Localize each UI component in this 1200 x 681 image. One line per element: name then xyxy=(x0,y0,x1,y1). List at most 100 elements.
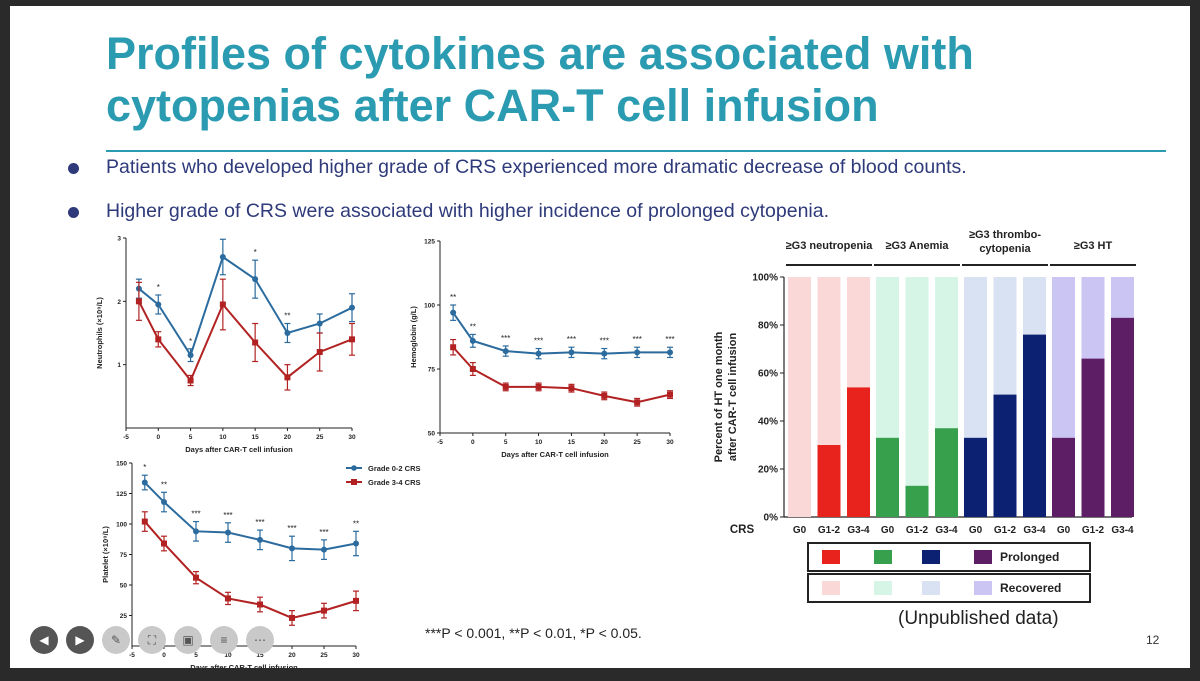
bullet-dot-icon xyxy=(68,163,79,174)
category-label: G0 xyxy=(793,525,807,536)
more-icon[interactable]: ⋯ xyxy=(246,626,274,654)
x-tick-label: -5 xyxy=(129,652,135,659)
title-line-1: Profiles of cytokines are associated wit… xyxy=(106,28,974,79)
significance-label: *** xyxy=(567,335,576,344)
legend-marker xyxy=(351,479,357,485)
slide-title: Profiles of cytokines are associated wit… xyxy=(106,28,974,132)
data-point xyxy=(284,374,291,381)
legend-swatch xyxy=(874,581,892,595)
legend-swatch xyxy=(822,550,840,564)
x-axis-label: Days after CAR-T cell infusion xyxy=(501,450,609,459)
significance-label: *** xyxy=(255,518,264,527)
bar-recovered xyxy=(876,277,899,438)
arrow-right-icon[interactable]: ▶ xyxy=(66,626,94,654)
ht-stacked-bar-chart: 0% 20% 40% 60% 80% 100% Percent of HT one mont… xyxy=(713,229,1136,603)
legend-swatch xyxy=(974,581,992,595)
bar-recovered xyxy=(905,277,929,486)
significance-label: ** xyxy=(450,293,456,302)
legend-label: Prolonged xyxy=(1000,550,1059,564)
significance-label: *** xyxy=(223,511,232,520)
significance-label: *** xyxy=(319,528,328,537)
legend-swatch xyxy=(922,550,940,564)
bar-recovered xyxy=(1111,277,1134,318)
data-point xyxy=(219,254,226,260)
y-tick-label: 125 xyxy=(116,491,127,498)
data-point xyxy=(353,540,359,547)
x-tick-label: 5 xyxy=(189,434,193,441)
y-tick-label: 75 xyxy=(428,367,436,374)
bar-prolonged xyxy=(935,428,958,517)
group-title: ≥G3 neutropenia xyxy=(786,240,874,252)
bar-recovered xyxy=(964,277,987,438)
x-tick-label: 15 xyxy=(568,439,576,446)
data-point xyxy=(316,349,323,355)
bar-recovered xyxy=(1081,277,1105,359)
arrow-left-icon[interactable]: ◀ xyxy=(30,626,58,654)
y-tick-label: 75 xyxy=(120,552,128,559)
x-tick-label: 20 xyxy=(284,434,292,441)
pen-icon[interactable]: ✎ xyxy=(102,626,130,654)
x-tick-label: 0 xyxy=(162,652,166,659)
hemoglobin-chart: -5 0 5 10 15 20 25 30 50 75 100 125 Days after CAR-T… xyxy=(409,239,675,460)
y-tick-label: 80% xyxy=(758,321,778,332)
data-point xyxy=(219,301,226,308)
y-tick-label: 100 xyxy=(424,303,435,310)
y-axis-label: after CAR-T cell infusion xyxy=(727,333,739,462)
legend-box-prolonged xyxy=(807,542,1091,572)
y-axis-label: Hemoglobin (g/L) xyxy=(409,306,418,368)
x-tick-label: 5 xyxy=(194,652,198,659)
data-point xyxy=(289,545,295,552)
x-tick-label: 5 xyxy=(504,439,508,446)
x-tick-label: 30 xyxy=(352,652,360,659)
category-label: G0 xyxy=(969,525,983,536)
data-point xyxy=(141,479,148,486)
camera-icon[interactable]: ▣ xyxy=(174,626,202,654)
data-point xyxy=(634,399,641,406)
data-point xyxy=(161,499,167,506)
data-point xyxy=(349,304,355,311)
data-point xyxy=(316,320,323,327)
data-point xyxy=(667,391,673,398)
x-tick-label: 0 xyxy=(156,434,160,441)
screen-capture-icon[interactable]: ⛶ xyxy=(138,626,166,654)
x-tick-label: 0 xyxy=(471,439,475,446)
bullet-dot-icon xyxy=(68,207,79,218)
data-point xyxy=(187,352,194,359)
data-point xyxy=(601,350,608,357)
x-axis-label: Days after CAR-T cell infusion xyxy=(190,663,298,668)
notes-icon[interactable]: ≡ xyxy=(210,626,238,654)
bar-prolonged xyxy=(847,387,870,517)
data-point xyxy=(353,597,359,604)
page-number: 12 xyxy=(1146,633,1160,647)
legend-marker xyxy=(351,465,357,471)
significance-label: * xyxy=(189,337,192,346)
significance-label: *** xyxy=(191,510,200,519)
bar-recovered xyxy=(788,277,811,517)
legend-swatch xyxy=(874,550,892,564)
x-tick-label: 15 xyxy=(252,434,260,441)
bullet-text: Patients who developed higher grade of C… xyxy=(106,156,967,178)
title-divider xyxy=(106,150,1166,152)
x-tick-label: 10 xyxy=(219,434,227,441)
x-tick-label: 15 xyxy=(256,652,264,659)
data-point xyxy=(289,614,295,621)
data-point xyxy=(568,385,575,392)
bar-prolonged xyxy=(1081,358,1105,517)
bullet-text: Higher grade of CRS were associated with… xyxy=(106,200,830,222)
title-line-2: cytopenias after CAR-T cell infusion xyxy=(106,80,879,131)
significance-label: * xyxy=(254,248,257,257)
neutrophils-chart: -5 0 5 10 15 20 25 30 1 2 3 Days after CAR-T cell i… xyxy=(95,236,356,455)
data-point xyxy=(155,301,162,308)
category-label: G3-4 xyxy=(1023,525,1046,536)
data-point xyxy=(187,377,194,384)
data-point xyxy=(469,337,476,344)
legend-label: Grade 0-2 CRS xyxy=(368,464,421,473)
data-point xyxy=(225,529,231,536)
group-title: ≥G3 thrombo- xyxy=(969,229,1041,241)
x-tick-label: 25 xyxy=(320,652,328,659)
category-label: G0 xyxy=(1057,525,1071,536)
legend-swatch xyxy=(922,581,940,595)
data-point xyxy=(161,540,167,547)
data-point xyxy=(349,336,355,343)
category-label: G3-4 xyxy=(1111,525,1134,536)
